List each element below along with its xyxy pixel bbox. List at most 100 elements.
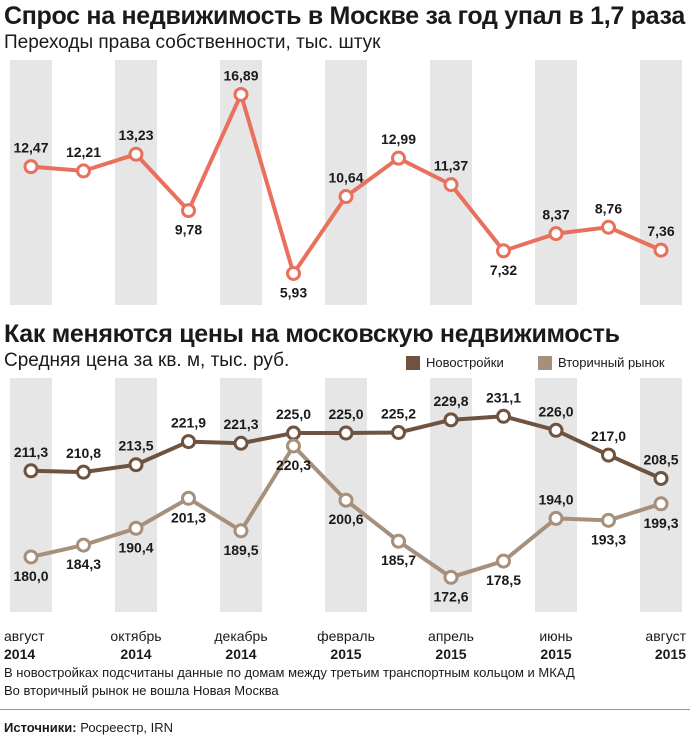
- data-point: [233, 435, 249, 451]
- data-label: 8,76: [595, 200, 622, 216]
- data-point: [181, 434, 196, 450]
- x-tick-year: 2014: [4, 646, 35, 662]
- legend-swatch-new: [406, 355, 420, 370]
- data-label: 11,37: [434, 158, 468, 174]
- legend-swatch-secondary: [538, 355, 552, 370]
- data-label: 185,7: [381, 552, 416, 568]
- sources-label: Источники:: [4, 720, 77, 735]
- data-point: [76, 163, 91, 179]
- data-point: [286, 265, 301, 281]
- data-label: 210,8: [66, 445, 101, 461]
- chart2-subtitle: Средняя цена за кв. м, тыс. руб.: [4, 350, 290, 371]
- data-point: [128, 146, 144, 162]
- data-label: 231,1: [486, 389, 521, 405]
- data-label: 10,64: [328, 170, 363, 186]
- column-stripe: [10, 378, 52, 612]
- data-label: 217,0: [591, 428, 626, 444]
- data-label: 193,3: [591, 531, 626, 547]
- data-point: [653, 496, 669, 512]
- x-axis: август 2014 октябрь 2014 декабрь 2014 февраль 2…: [4, 628, 687, 662]
- data-point: [338, 492, 354, 508]
- data-label: 221,9: [171, 415, 206, 431]
- data-point: [548, 510, 564, 526]
- data-point: [496, 553, 511, 569]
- sources-text: Росреестр, IRN: [76, 720, 174, 735]
- data-label: 172,6: [433, 588, 468, 604]
- data-point: [391, 150, 406, 166]
- x-tick-year: 2015: [540, 646, 571, 662]
- data-label: 221,3: [223, 416, 258, 432]
- footnote-2: Во вторичный рынок не вошла Новая Москва: [4, 683, 279, 698]
- x-tick-year: 2014: [120, 646, 151, 662]
- column-stripe: [115, 60, 157, 305]
- data-label: 211,3: [14, 444, 48, 460]
- data-point: [548, 226, 564, 242]
- data-label: 225,2: [381, 406, 416, 422]
- data-point: [181, 490, 196, 506]
- data-point: [76, 464, 91, 480]
- data-label: 184,3: [66, 556, 101, 572]
- data-point: [601, 512, 616, 528]
- chart1-subtitle: Переходы права собственности, тыс. штук: [4, 32, 381, 53]
- data-point: [286, 438, 301, 454]
- data-label: 189,5: [223, 542, 258, 558]
- x-tick-month: октябрь: [110, 628, 161, 644]
- data-point: [128, 457, 144, 473]
- divider: [0, 709, 690, 710]
- data-label: 208,5: [643, 451, 678, 467]
- x-tick-year: 2015: [330, 646, 361, 662]
- data-label: 12,47: [13, 140, 48, 156]
- x-tick-month: декабрь: [214, 628, 267, 644]
- data-point: [23, 549, 39, 565]
- column-stripe: [535, 60, 577, 305]
- column-stripe: [640, 60, 682, 305]
- data-label: 13,23: [118, 127, 153, 143]
- footnote-1: В новостройках подсчитаны данные по дома…: [4, 665, 575, 680]
- legend-item-secondary: Вторичный рынок: [538, 355, 665, 370]
- data-label: 178,5: [486, 572, 521, 588]
- data-point: [23, 463, 39, 479]
- data-label: 180,0: [13, 568, 48, 584]
- data-point: [286, 425, 301, 441]
- data-label: 5,93: [280, 284, 307, 300]
- price-chart: 211,3 210,8 213,5 221,9 221,3 225,0 225,0 225,2…: [13, 389, 678, 604]
- data-label: 16,89: [223, 67, 258, 83]
- data-label: 201,3: [171, 509, 206, 525]
- demand-chart: 12,47 12,21 13,23 9,78 16,89 5,93 10,64 12,99 11…: [13, 67, 674, 300]
- data-label: 213,5: [118, 438, 153, 454]
- data-point: [601, 219, 616, 235]
- data-label: 194,0: [538, 491, 573, 507]
- data-point: [76, 537, 91, 553]
- data-point: [181, 203, 196, 219]
- column-stripe: [115, 378, 157, 612]
- chart2-title: Как меняются цены на московскую недвижим…: [4, 320, 620, 348]
- data-label: 7,32: [490, 262, 517, 278]
- data-label: 12,21: [66, 144, 101, 160]
- chart1-title: Спрос на недвижимость в Москве за год уп…: [4, 2, 685, 30]
- data-point: [23, 159, 39, 175]
- column-stripe: [535, 378, 577, 612]
- legend-label-secondary: Вторичный рынок: [558, 355, 665, 370]
- data-point: [443, 177, 459, 193]
- data-label: 12,99: [381, 131, 416, 147]
- column-stripe: [10, 60, 52, 305]
- column-stripes: [10, 60, 682, 612]
- column-stripe: [220, 378, 262, 612]
- data-label: 225,0: [328, 406, 363, 422]
- x-tick-month: февраль: [317, 628, 375, 644]
- data-label: 220,3: [276, 457, 311, 473]
- data-point: [653, 470, 669, 486]
- data-point: [338, 189, 354, 205]
- x-tick-month: август: [645, 628, 686, 644]
- legend-item-new: Новостройки: [406, 355, 504, 370]
- x-tick-month: август: [4, 628, 45, 644]
- data-point: [496, 243, 511, 259]
- data-label: 226,0: [538, 403, 573, 419]
- data-point: [548, 422, 564, 438]
- x-tick-year: 2015: [435, 646, 466, 662]
- x-tick-month: апрель: [428, 628, 474, 644]
- data-label: 200,6: [328, 511, 363, 527]
- data-label: 8,37: [542, 207, 569, 223]
- legend-label-new: Новостройки: [426, 355, 504, 370]
